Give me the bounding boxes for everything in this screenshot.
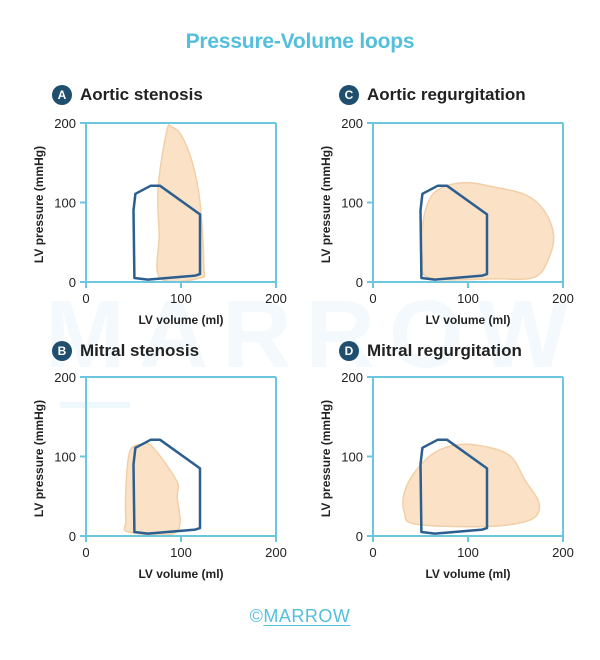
x-tick-label: 100 [170,291,192,306]
x-axis-title: LV volume (ml) [138,313,223,327]
watermark-bar [60,402,130,408]
footer-brand: ©MARROW [0,606,600,627]
copyright-symbol: © [249,606,264,626]
normal-pv-loop [132,438,202,535]
x-tick-label: 100 [170,545,192,560]
panel-mitral-regurgitation: D Mitral regurgitation 0 100 200 0 100 200 LV … [287,334,587,594]
x-tick-label: 100 [457,545,479,560]
y-tick-label: 100 [54,196,76,211]
abnormal-pv-loop [156,124,206,283]
normal-pv-loop [419,184,489,281]
panel-letter-badge: B [52,341,72,361]
x-tick-label: 200 [265,545,287,560]
panel-heading: C Aortic regurgitation [339,85,526,105]
x-tick-label: 200 [265,291,287,306]
x-axis-title: LV volume (ml) [138,567,223,581]
panel-title: Mitral regurgitation [367,341,522,360]
x-tick-label: 0 [369,545,376,560]
y-tick-label: 0 [69,275,76,290]
x-tick-label: 200 [552,291,574,306]
y-axis-title: LV pressure (mmHg) [319,400,333,517]
y-tick-label: 0 [356,275,363,290]
x-axis-title: LV volume (ml) [425,313,510,327]
panel-letter-badge: C [339,85,359,105]
y-tick-label: 100 [341,450,363,465]
x-tick-label: 200 [552,545,574,560]
y-tick-label: 100 [341,196,363,211]
abnormal-pv-loop [402,443,541,528]
y-tick-label: 0 [356,529,363,544]
y-tick-label: 100 [54,450,76,465]
y-tick-label: 200 [341,370,363,385]
x-tick-label: 0 [369,291,376,306]
panel-title: Aortic regurgitation [367,85,526,104]
y-tick-label: 0 [69,529,76,544]
pv-loop-chart: 0 100 200 0 100 200 LV volume (ml) LV pressure … [319,370,574,581]
pv-loop-chart: 0 100 200 0 100 200 LV volume (ml) LV pressure … [32,116,287,327]
y-axis-title: LV pressure (mmHg) [32,400,46,517]
normal-pv-loop [419,438,489,535]
panel-title: Aortic stenosis [80,85,203,104]
panel-aortic-stenosis: A Aortic stenosis 0 100 200 0 100 200 LV volum… [0,80,300,340]
x-tick-label: 0 [82,545,89,560]
page-title: Pressure-Volume loops [185,30,415,53]
x-tick-label: 100 [457,291,479,306]
panel-title: Mitral stenosis [80,341,200,360]
panel-heading: A Aortic stenosis [52,85,203,105]
panel-letter-badge: A [52,85,72,105]
normal-pv-loop [132,184,202,281]
panel-mitral-stenosis: B Mitral stenosis 0 100 200 0 100 200 LV volum… [0,334,300,594]
y-tick-label: 200 [54,370,76,385]
x-tick-label: 0 [82,291,89,306]
footer-brand-name: MARROW [263,606,351,626]
panel-aortic-regurgitation: C Aortic regurgitation 0 100 200 0 100 200 LV … [287,80,587,340]
y-axis-title: LV pressure (mmHg) [319,146,333,263]
pv-loop-chart: 0 100 200 0 100 200 LV volume (ml) LV pressure … [319,116,574,327]
x-axis-title: LV volume (ml) [425,567,510,581]
y-axis-title: LV pressure (mmHg) [32,146,46,263]
panel-heading: D Mitral regurgitation [339,341,522,361]
panel-letter-badge: D [339,341,359,361]
y-tick-label: 200 [54,116,76,131]
y-tick-label: 200 [341,116,363,131]
pv-loop-chart: 0 100 200 0 100 200 LV volume (ml) LV pressure … [32,370,287,581]
panel-heading: B Mitral stenosis [52,341,199,361]
